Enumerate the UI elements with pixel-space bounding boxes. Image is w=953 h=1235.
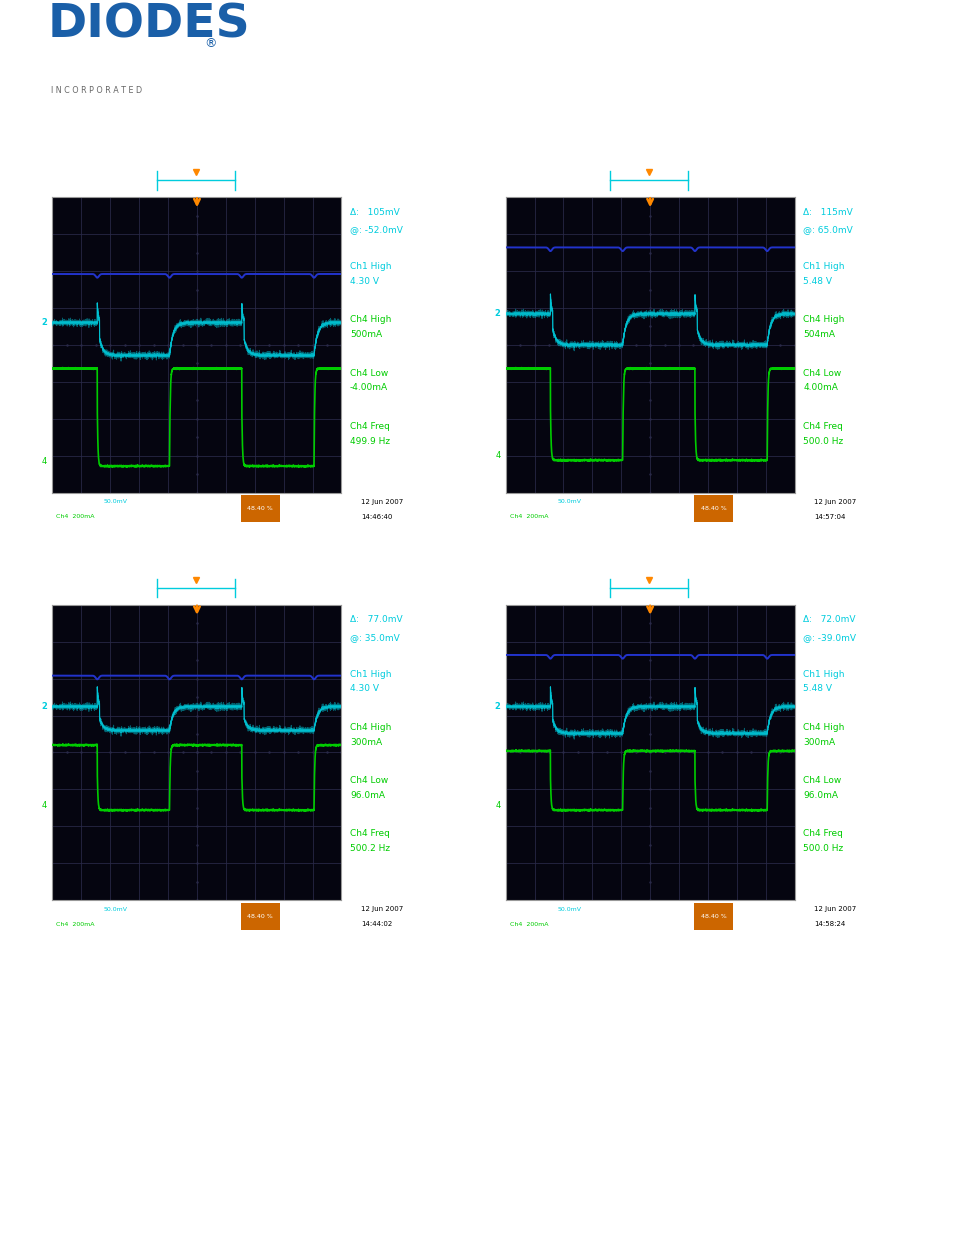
- Text: M 400μs  A  Ch4: M 400μs A Ch4: [588, 499, 639, 504]
- Text: 5.48 V: 5.48 V: [802, 277, 831, 287]
- Text: 12 Jun 2007: 12 Jun 2007: [814, 906, 856, 913]
- Text: 5.48 V: 5.48 V: [802, 684, 831, 694]
- Text: 300mA: 300mA: [350, 737, 382, 747]
- Text: 504mA: 504mA: [802, 330, 834, 340]
- Text: 14:58:24: 14:58:24: [814, 921, 844, 927]
- Text: -4.00mA: -4.00mA: [350, 383, 388, 393]
- Text: Ch4 Low: Ch4 Low: [802, 368, 841, 378]
- Text: 500.0 Hz: 500.0 Hz: [802, 436, 842, 446]
- Text: Ch4 High: Ch4 High: [802, 315, 843, 325]
- Text: 4: 4: [495, 802, 500, 810]
- Text: 14:44:02: 14:44:02: [361, 921, 392, 927]
- Text: Tek Run: Tek Run: [60, 178, 100, 186]
- Text: 48.40 %: 48.40 %: [247, 506, 273, 511]
- Text: Tek Run: Tek Run: [513, 178, 553, 186]
- Text: Ch4 Low: Ch4 Low: [350, 368, 388, 378]
- Text: I N C O R P O R A T E D: I N C O R P O R A T E D: [51, 86, 142, 95]
- Text: 50.0mV: 50.0mV: [104, 499, 128, 504]
- Text: 1: 1: [495, 771, 500, 779]
- Text: 48.40 %: 48.40 %: [700, 506, 725, 511]
- Text: 4: 4: [42, 802, 48, 810]
- Text: 2: 2: [41, 703, 48, 711]
- Text: Ch4 Freq: Ch4 Freq: [802, 829, 842, 839]
- Text: 300mA: 300mA: [802, 737, 835, 747]
- Text: 4: 4: [495, 451, 500, 461]
- Text: @: -39.0mV: @: -39.0mV: [802, 632, 855, 642]
- Text: Ch1  1.00 V: Ch1 1.00 V: [509, 499, 545, 504]
- Text: Δ:   77.0mV: Δ: 77.0mV: [350, 615, 402, 624]
- Text: 4.00mA: 4.00mA: [802, 383, 837, 393]
- Text: 96.0mA: 96.0mA: [350, 790, 385, 800]
- Text: Δ:   72.0mV: Δ: 72.0mV: [802, 615, 855, 624]
- Text: Ch4 Freq: Ch4 Freq: [350, 421, 390, 431]
- Text: 50.0mV: 50.0mV: [104, 906, 128, 911]
- Text: Ch4  200mA: Ch4 200mA: [56, 514, 95, 519]
- Text: 12 Jun 2007: 12 Jun 2007: [814, 499, 856, 505]
- Text: 500mA: 500mA: [350, 330, 382, 340]
- Text: 14:57:04: 14:57:04: [814, 514, 845, 520]
- Text: 1: 1: [495, 404, 500, 414]
- Text: ∧  216mA: ∧ 216mA: [207, 906, 237, 911]
- Text: Ch1 High: Ch1 High: [802, 669, 843, 679]
- Text: Ch4 High: Ch4 High: [350, 315, 391, 325]
- Text: 50.0mV: 50.0mV: [557, 499, 580, 504]
- Text: Tek Run: Tek Run: [513, 585, 553, 594]
- Text: Ch4 High: Ch4 High: [802, 722, 843, 732]
- Text: @: 65.0mV: @: 65.0mV: [802, 225, 852, 235]
- Text: ∧  216mA: ∧ 216mA: [659, 499, 690, 504]
- Text: 96.0mA: 96.0mA: [802, 790, 838, 800]
- Text: Δ:   115mV: Δ: 115mV: [802, 207, 852, 216]
- Bar: [693, 903, 733, 930]
- Text: Δ:   105mV: Δ: 105mV: [350, 207, 399, 216]
- Text: Ch4 Low: Ch4 Low: [802, 776, 841, 785]
- Text: 48.40 %: 48.40 %: [700, 914, 725, 919]
- Bar: [240, 495, 280, 522]
- Text: 14:46:40: 14:46:40: [361, 514, 393, 520]
- Text: ∧  216mA: ∧ 216mA: [207, 499, 237, 504]
- Text: @: 35.0mV: @: 35.0mV: [350, 632, 399, 642]
- Text: ®: ®: [204, 37, 216, 51]
- Text: Trig'd: Trig'd: [301, 585, 325, 594]
- Text: Trig'd: Trig'd: [754, 585, 778, 594]
- Text: Ch1  1.00 V: Ch1 1.00 V: [56, 499, 92, 504]
- Text: Ch4 Freq: Ch4 Freq: [350, 829, 390, 839]
- Text: Ch1  1.00 V: Ch1 1.00 V: [509, 906, 545, 911]
- Text: 50.0mV: 50.0mV: [557, 906, 580, 911]
- Text: 2: 2: [494, 703, 500, 711]
- Text: Ch1 High: Ch1 High: [350, 669, 391, 679]
- Text: M 400μs  A  Ch4: M 400μs A Ch4: [135, 499, 187, 504]
- Text: Trig'd: Trig'd: [754, 178, 778, 186]
- Text: Ch4 Low: Ch4 Low: [350, 776, 388, 785]
- Text: 4: 4: [42, 457, 48, 466]
- Text: Ch4  200mA: Ch4 200mA: [509, 514, 548, 519]
- Text: @: -52.0mV: @: -52.0mV: [350, 225, 402, 235]
- Text: 2: 2: [494, 310, 500, 319]
- Text: Ch4 High: Ch4 High: [350, 722, 391, 732]
- Text: 500.2 Hz: 500.2 Hz: [350, 844, 390, 853]
- Text: Trig'd: Trig'd: [301, 178, 325, 186]
- Text: 12 Jun 2007: 12 Jun 2007: [361, 499, 403, 505]
- Text: 500.0 Hz: 500.0 Hz: [802, 844, 842, 853]
- Text: Ch1 High: Ch1 High: [802, 262, 843, 272]
- Bar: [240, 903, 280, 930]
- Text: 12 Jun 2007: 12 Jun 2007: [361, 906, 403, 913]
- Text: Ch4 Freq: Ch4 Freq: [802, 421, 842, 431]
- Text: M 400μs  A  Ch4: M 400μs A Ch4: [588, 906, 639, 911]
- Text: 2: 2: [41, 319, 48, 327]
- Text: Ch4  200mA: Ch4 200mA: [509, 921, 548, 926]
- Text: 1: 1: [42, 408, 48, 416]
- Text: 4.30 V: 4.30 V: [350, 684, 378, 694]
- Bar: [693, 495, 733, 522]
- Text: 1: 1: [42, 767, 48, 777]
- Text: Tek Run: Tek Run: [60, 585, 100, 594]
- Text: Ch4  200mA: Ch4 200mA: [56, 921, 95, 926]
- Text: Ch1  1.00 V: Ch1 1.00 V: [56, 906, 92, 911]
- Text: DIODES: DIODES: [48, 2, 251, 47]
- Text: 499.9 Hz: 499.9 Hz: [350, 436, 390, 446]
- Text: ∧  216mA: ∧ 216mA: [659, 906, 690, 911]
- Text: M 400μs  A  Ch4: M 400μs A Ch4: [135, 906, 187, 911]
- Text: 4.30 V: 4.30 V: [350, 277, 378, 287]
- Text: Ch1 High: Ch1 High: [350, 262, 391, 272]
- Text: 48.40 %: 48.40 %: [247, 914, 273, 919]
